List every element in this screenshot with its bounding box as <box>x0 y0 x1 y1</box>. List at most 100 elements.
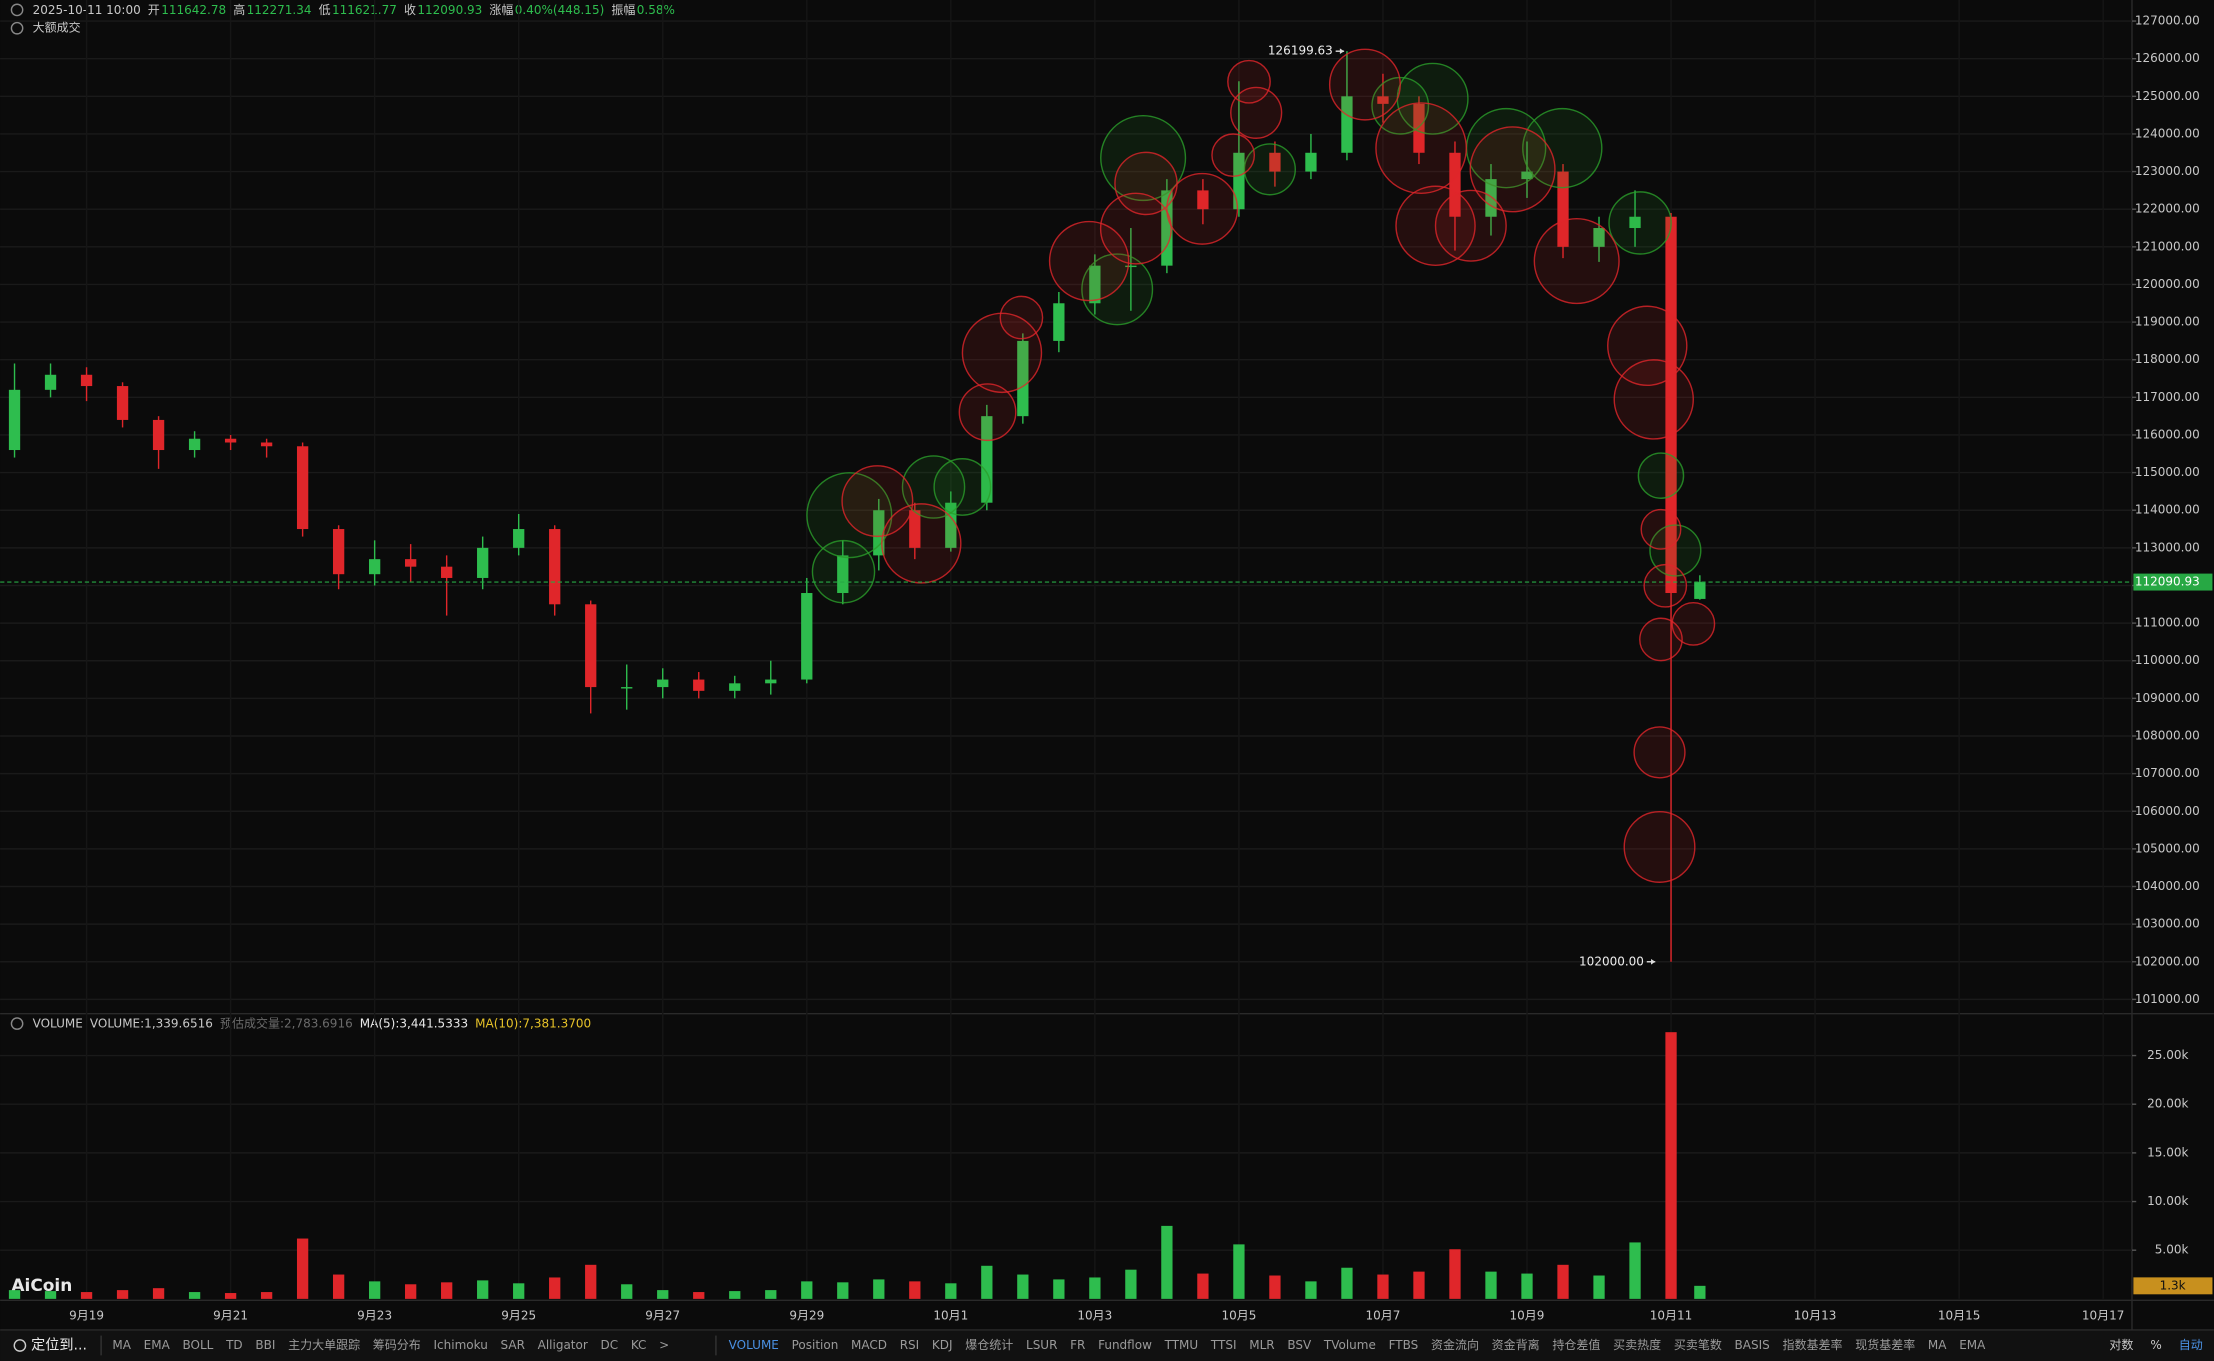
y-tick-label: 116000.00 <box>2135 427 2200 441</box>
toolbar-item[interactable]: 现货基差率 <box>1855 1337 1915 1352</box>
toolbar-item[interactable]: TVolume <box>1323 1338 1376 1352</box>
toolbar-item[interactable]: 指数基差率 <box>1782 1337 1842 1352</box>
toolbar-item[interactable]: Fundflow <box>1098 1338 1152 1352</box>
y-tick-label: 115000.00 <box>2135 465 2200 479</box>
locate-button[interactable]: 定位到... <box>31 1337 87 1353</box>
volume-bar <box>1161 1225 1173 1299</box>
candle-body <box>873 510 885 556</box>
toolbar-item[interactable]: BOLL <box>183 1338 214 1352</box>
volume-bar <box>477 1280 489 1299</box>
candle-body <box>1089 265 1101 304</box>
y-tick-label: 113000.00 <box>2135 540 2200 554</box>
collapse-icon[interactable] <box>10 21 24 35</box>
toolbar-item[interactable]: EMA <box>1959 1338 1986 1352</box>
volume-bar <box>1125 1269 1137 1299</box>
candle-body <box>80 374 93 387</box>
y-tick-label: 10.00k <box>2147 1194 2188 1208</box>
large-trade-bubble <box>1230 86 1283 139</box>
candle-body <box>188 438 201 451</box>
volume-bar <box>1305 1281 1317 1299</box>
volume-bar <box>765 1290 777 1299</box>
y-tick-label: 103000.00 <box>2135 917 2200 931</box>
toolbar-item[interactable]: LSUR <box>1026 1338 1057 1352</box>
toolbar-item[interactable]: 资金流向 <box>1431 1337 1479 1352</box>
x-tick-label: 10月1 <box>933 1308 968 1322</box>
locate-icon[interactable] <box>13 1339 27 1352</box>
large-trade-bubble <box>1639 617 1683 662</box>
candle-body <box>1017 340 1029 417</box>
current-price-label: 112090.93 <box>2135 575 2200 589</box>
toolbar-item[interactable]: 爆仓统计 <box>965 1338 1013 1352</box>
toolbar-item[interactable]: MACD <box>851 1338 887 1352</box>
x-tick-label: 10月5 <box>1221 1308 1256 1322</box>
toolbar-item[interactable]: SAR <box>501 1338 525 1352</box>
toolbar-item[interactable]: 买卖笔数 <box>1674 1337 1722 1352</box>
candle-body <box>729 683 741 691</box>
toolbar-option[interactable]: 对数 <box>2109 1337 2133 1352</box>
toolbar-item[interactable]: Alligator <box>538 1338 588 1352</box>
candle-body <box>1694 582 1706 599</box>
toolbar-item[interactable]: DC <box>601 1338 619 1352</box>
toolbar-item[interactable]: BBI <box>255 1338 275 1352</box>
collapse-icon[interactable] <box>10 1017 24 1030</box>
toolbar-item[interactable]: KC <box>631 1338 647 1352</box>
header-change: 0.40%(448.15) <box>515 2 604 16</box>
toolbar-item[interactable]: 持仓差值 <box>1552 1337 1600 1352</box>
candle-body <box>1053 303 1065 341</box>
collapse-icon[interactable] <box>10 3 24 17</box>
large-trade-bubble <box>1099 192 1172 265</box>
toolbar-item[interactable]: 主力大单跟踪 <box>288 1338 360 1352</box>
toolbar-item[interactable]: BSV <box>1287 1338 1312 1352</box>
candle-body <box>1341 96 1353 153</box>
toolbar-item[interactable]: FR <box>1070 1338 1085 1352</box>
large-trade-bubble <box>961 312 1043 394</box>
toolbar-option[interactable]: 自动 <box>2179 1338 2203 1352</box>
candle-body <box>765 679 777 684</box>
toolbar-item[interactable]: FTBS <box>1389 1338 1419 1352</box>
x-tick-label: 10月9 <box>1510 1308 1545 1322</box>
toolbar-item[interactable]: 买卖热度 <box>1613 1337 1661 1352</box>
toolbar-item[interactable]: TTMU <box>1164 1338 1199 1352</box>
volume-bar <box>1449 1249 1461 1299</box>
toolbar-item[interactable]: 筹码分布 <box>373 1338 421 1352</box>
toolbar-item[interactable]: MA <box>1928 1338 1947 1352</box>
candle-body <box>116 386 129 420</box>
candle-body <box>1305 152 1317 172</box>
large-trade-bubble <box>958 383 1017 442</box>
toolbar <box>0 1329 2214 1361</box>
toolbar-item[interactable]: RSI <box>900 1338 920 1352</box>
toolbar-option[interactable]: % <box>2150 1338 2161 1352</box>
toolbar-item[interactable]: VOLUME <box>729 1338 779 1352</box>
volume-bar <box>1377 1274 1389 1299</box>
y-tick-label: 118000.00 <box>2135 352 2200 366</box>
volume-bar <box>296 1238 309 1299</box>
toolbar-item[interactable]: 资金背离 <box>1492 1337 1540 1352</box>
toolbar-item[interactable]: MLR <box>1249 1338 1274 1352</box>
candle-body <box>152 419 165 451</box>
candle-body <box>224 438 237 443</box>
toolbar-item[interactable]: BASIS <box>1735 1338 1770 1352</box>
volume-bar <box>1017 1274 1029 1299</box>
toolbar-item[interactable]: EMA <box>144 1338 171 1352</box>
toolbar-item[interactable]: MA <box>112 1338 131 1352</box>
candle-body <box>1593 228 1605 247</box>
current-volume-badge <box>2133 1277 2213 1295</box>
large-trade-bubble <box>1469 126 1556 213</box>
toolbar-item[interactable]: TTSI <box>1210 1338 1237 1352</box>
toolbar-item[interactable]: KDJ <box>932 1338 953 1352</box>
ohlc-header: 2025-10-11 10:00 开111642.78 高112271.34 低111… <box>33 1 675 16</box>
volume-bar <box>441 1282 453 1299</box>
large-trade-bubble <box>1533 218 1620 305</box>
toolbar-item[interactable]: Ichimoku <box>434 1338 488 1352</box>
volume-bar <box>1089 1277 1101 1299</box>
toolbar-item[interactable]: TD <box>225 1338 243 1352</box>
toolbar-item[interactable]: Position <box>792 1338 839 1352</box>
large-trade-bubble <box>1608 191 1672 255</box>
header-change-label: 涨幅 <box>489 1 513 16</box>
volume-legend-item: MA(5):3,441.5333 <box>360 1016 468 1030</box>
toolbar-item[interactable]: > <box>659 1338 669 1352</box>
y-tick-label: 119000.00 <box>2135 315 2200 329</box>
y-tick-label: 105000.00 <box>2135 841 2200 855</box>
